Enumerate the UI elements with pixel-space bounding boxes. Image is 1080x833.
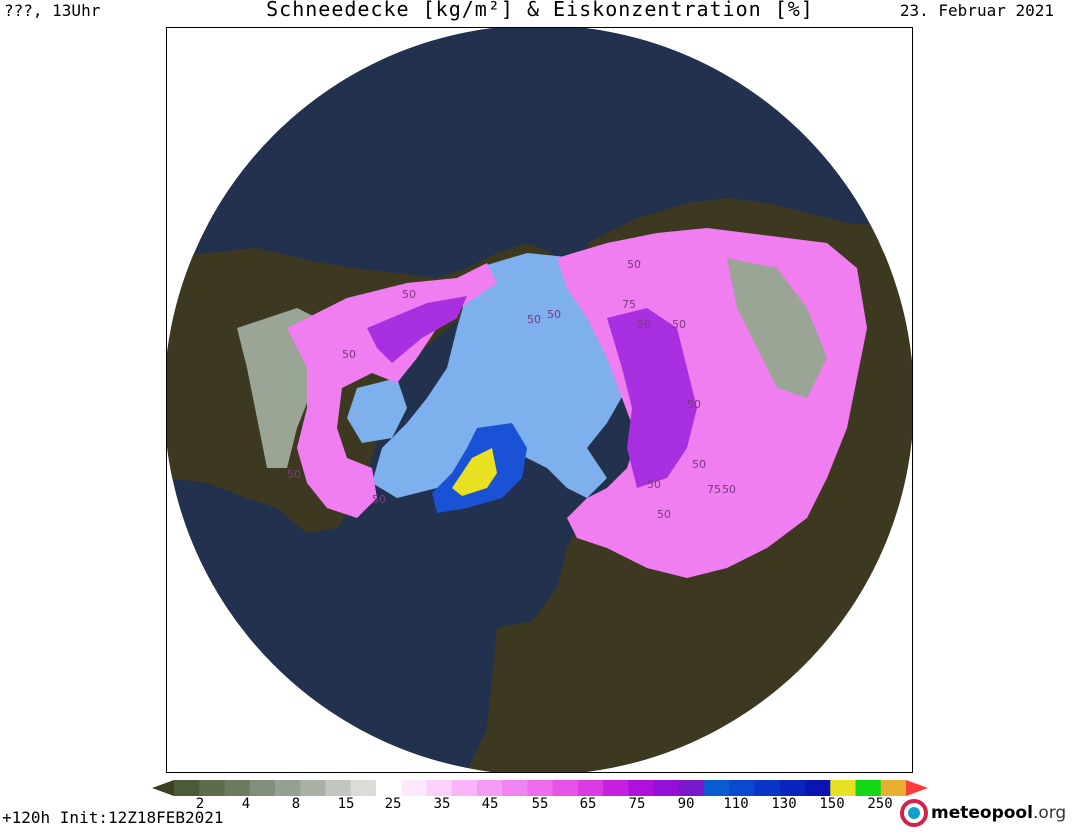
contour-label: 75 — [622, 298, 636, 311]
greenland-ice-sheet — [452, 448, 497, 496]
legend-swatch — [199, 780, 225, 796]
legend-swatch — [300, 780, 326, 796]
legend-swatch — [603, 780, 629, 796]
map-title: Schneedecke [kg/m²] & Eiskonzentration [… — [266, 0, 814, 21]
init-time-label: +120h Init:12Z18FEB2021 — [2, 808, 224, 827]
contour-label: 50 — [402, 288, 416, 301]
contour-label: 50 — [547, 308, 561, 321]
arctic-sea-ice — [372, 253, 637, 498]
contour-label: 50 — [287, 468, 301, 481]
legend-swatch — [628, 780, 655, 796]
legend-tick-label: 15 — [337, 796, 355, 812]
snow-light-eurasia — [727, 258, 827, 398]
legend-swatch — [855, 780, 882, 796]
forecast-date-label: 23. Februar 2021 — [899, 1, 1054, 20]
europe-land — [477, 618, 647, 772]
snow-deep-eurasia — [607, 308, 697, 488]
contour-label: 75 — [707, 483, 721, 496]
legend-swatch — [527, 780, 554, 796]
legend-swatch — [174, 780, 200, 796]
legend-tick-label: 110 — [723, 796, 749, 812]
legend-swatch — [451, 780, 478, 796]
legend-tick-label: 25 — [384, 796, 402, 812]
contour-label: 50 — [672, 318, 686, 331]
color-legend — [152, 780, 928, 796]
contour-label: 50 — [627, 258, 641, 271]
forecast-time-label: ???, 13Uhr — [4, 1, 101, 20]
legend-swatch — [325, 780, 352, 796]
legend-tick-label: 55 — [531, 796, 549, 812]
legend-swatch — [426, 780, 453, 796]
contour-label: 50 — [342, 348, 356, 361]
contour-label: 50 — [657, 508, 671, 521]
legend-swatch — [880, 780, 907, 796]
polar-map: 50 50 50 50 50 50 50 50 75 50 50 50 50 75 50 50 — [166, 27, 913, 773]
legend-tick-label: 45 — [481, 796, 499, 812]
legend-swatch — [577, 780, 604, 796]
legend-swatch — [754, 780, 781, 796]
legend-tick-label: 35 — [433, 796, 451, 812]
legend-tick-label: 250 — [867, 796, 893, 812]
legend-swatch — [552, 780, 579, 796]
legend-tick-label: 2 — [195, 796, 205, 812]
legend-tick-labels: 2 4 8 15 25 35 45 55 65 75 90 110 130 150 250 — [0, 796, 1080, 814]
contour-label: 50 — [527, 313, 541, 326]
logo-suffix-text: .org — [1032, 803, 1067, 823]
legend-tick-label: 75 — [628, 796, 646, 812]
legend-swatch — [678, 780, 705, 796]
legend-swatch — [274, 780, 301, 796]
contour-label: 50 — [687, 398, 701, 411]
legend-swatch — [704, 780, 730, 796]
legend-swatch — [502, 780, 528, 796]
legend-left-arrow — [152, 780, 174, 796]
legend-swatch — [249, 780, 276, 796]
legend-swatch — [350, 780, 377, 796]
contour-label: 50 — [372, 493, 386, 506]
legend-swatch — [779, 780, 806, 796]
legend-colorbar — [152, 780, 928, 796]
legend-swatch — [729, 780, 756, 796]
legend-swatch — [805, 780, 831, 796]
contour-label: 50 — [692, 458, 706, 471]
legend-swatch — [653, 780, 680, 796]
meteopool-logo[interactable]: meteopool.org — [900, 798, 1066, 828]
legend-tick-label: 90 — [677, 796, 695, 812]
legend-tick-label: 65 — [579, 796, 597, 812]
legend-tick-label: 8 — [291, 796, 301, 812]
legend-swatch — [375, 780, 402, 796]
meteopool-logo-icon — [900, 799, 928, 827]
legend-tick-label: 150 — [819, 796, 845, 812]
legend-right-arrow — [906, 780, 928, 796]
hudson-bay-ice — [347, 378, 407, 443]
logo-main-text: meteopool — [931, 803, 1033, 823]
snow-deep-north-america — [367, 296, 467, 363]
contour-label: 50 — [647, 478, 661, 491]
legend-tick-label: 4 — [241, 796, 251, 812]
legend-swatch — [224, 780, 251, 796]
meteopool-logo-text: meteopool.org — [931, 803, 1066, 823]
legend-swatch — [830, 780, 857, 796]
snow-north-america — [287, 263, 497, 518]
legend-tick-label: 130 — [771, 796, 797, 812]
contour-label: 50 — [637, 318, 651, 331]
legend-swatch — [476, 780, 503, 796]
contour-label: 50 — [722, 483, 736, 496]
legend-swatch — [401, 780, 427, 796]
